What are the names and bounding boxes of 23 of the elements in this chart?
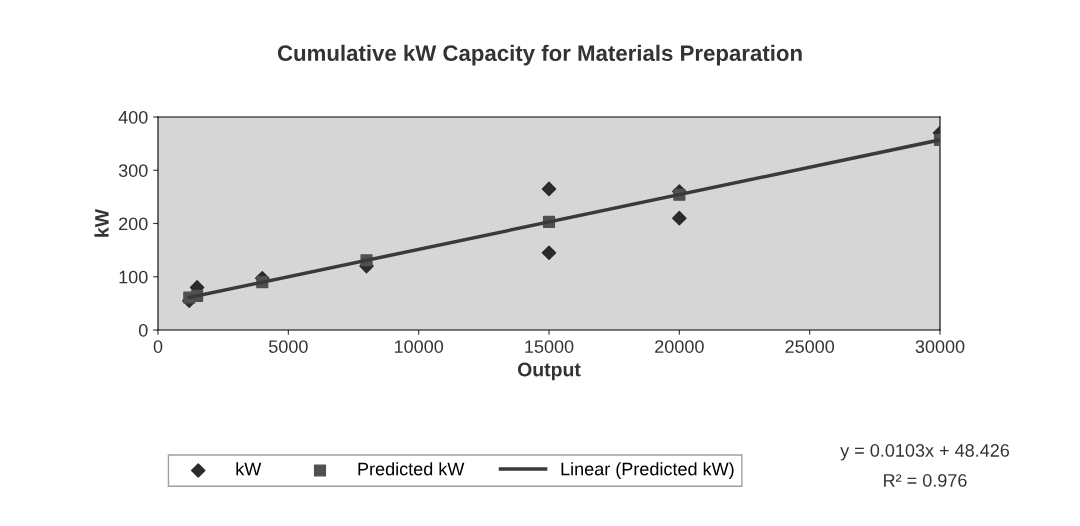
- legend-label: Linear (Predicted kW): [561, 462, 734, 479]
- y-tick-label: 0: [138, 323, 148, 337]
- y-tick-label: 400: [118, 110, 148, 124]
- legend-label: kW: [236, 462, 262, 476]
- point: [541, 245, 557, 261]
- x-tick-label: 20000: [655, 340, 704, 353]
- text: R² = 0.976: [884, 474, 967, 487]
- x-tick-label: 5000: [268, 340, 308, 353]
- text: y = 0.0103x + 48.426: [840, 444, 1010, 461]
- point: [541, 181, 557, 197]
- y-axis-title: kW: [94, 208, 109, 237]
- x-tick-label: 30000: [915, 340, 965, 353]
- x-tick-label: 25000: [785, 340, 835, 353]
- x-tick-label: 0: [153, 340, 163, 353]
- chart-title: Cumulative kW Capacity for Materials Preparation: [277, 44, 802, 66]
- x-tick-label: 15000: [525, 340, 574, 353]
- point: [672, 210, 687, 226]
- x-tick-label: 10000: [394, 340, 444, 353]
- y-tick-label: 300: [118, 164, 148, 177]
- y-tick-label: 100: [119, 270, 148, 284]
- y-tick-label: 200: [119, 217, 148, 231]
- x-axis-title: Output: [517, 362, 581, 381]
- legend-label: Predicted kW: [358, 462, 465, 476]
